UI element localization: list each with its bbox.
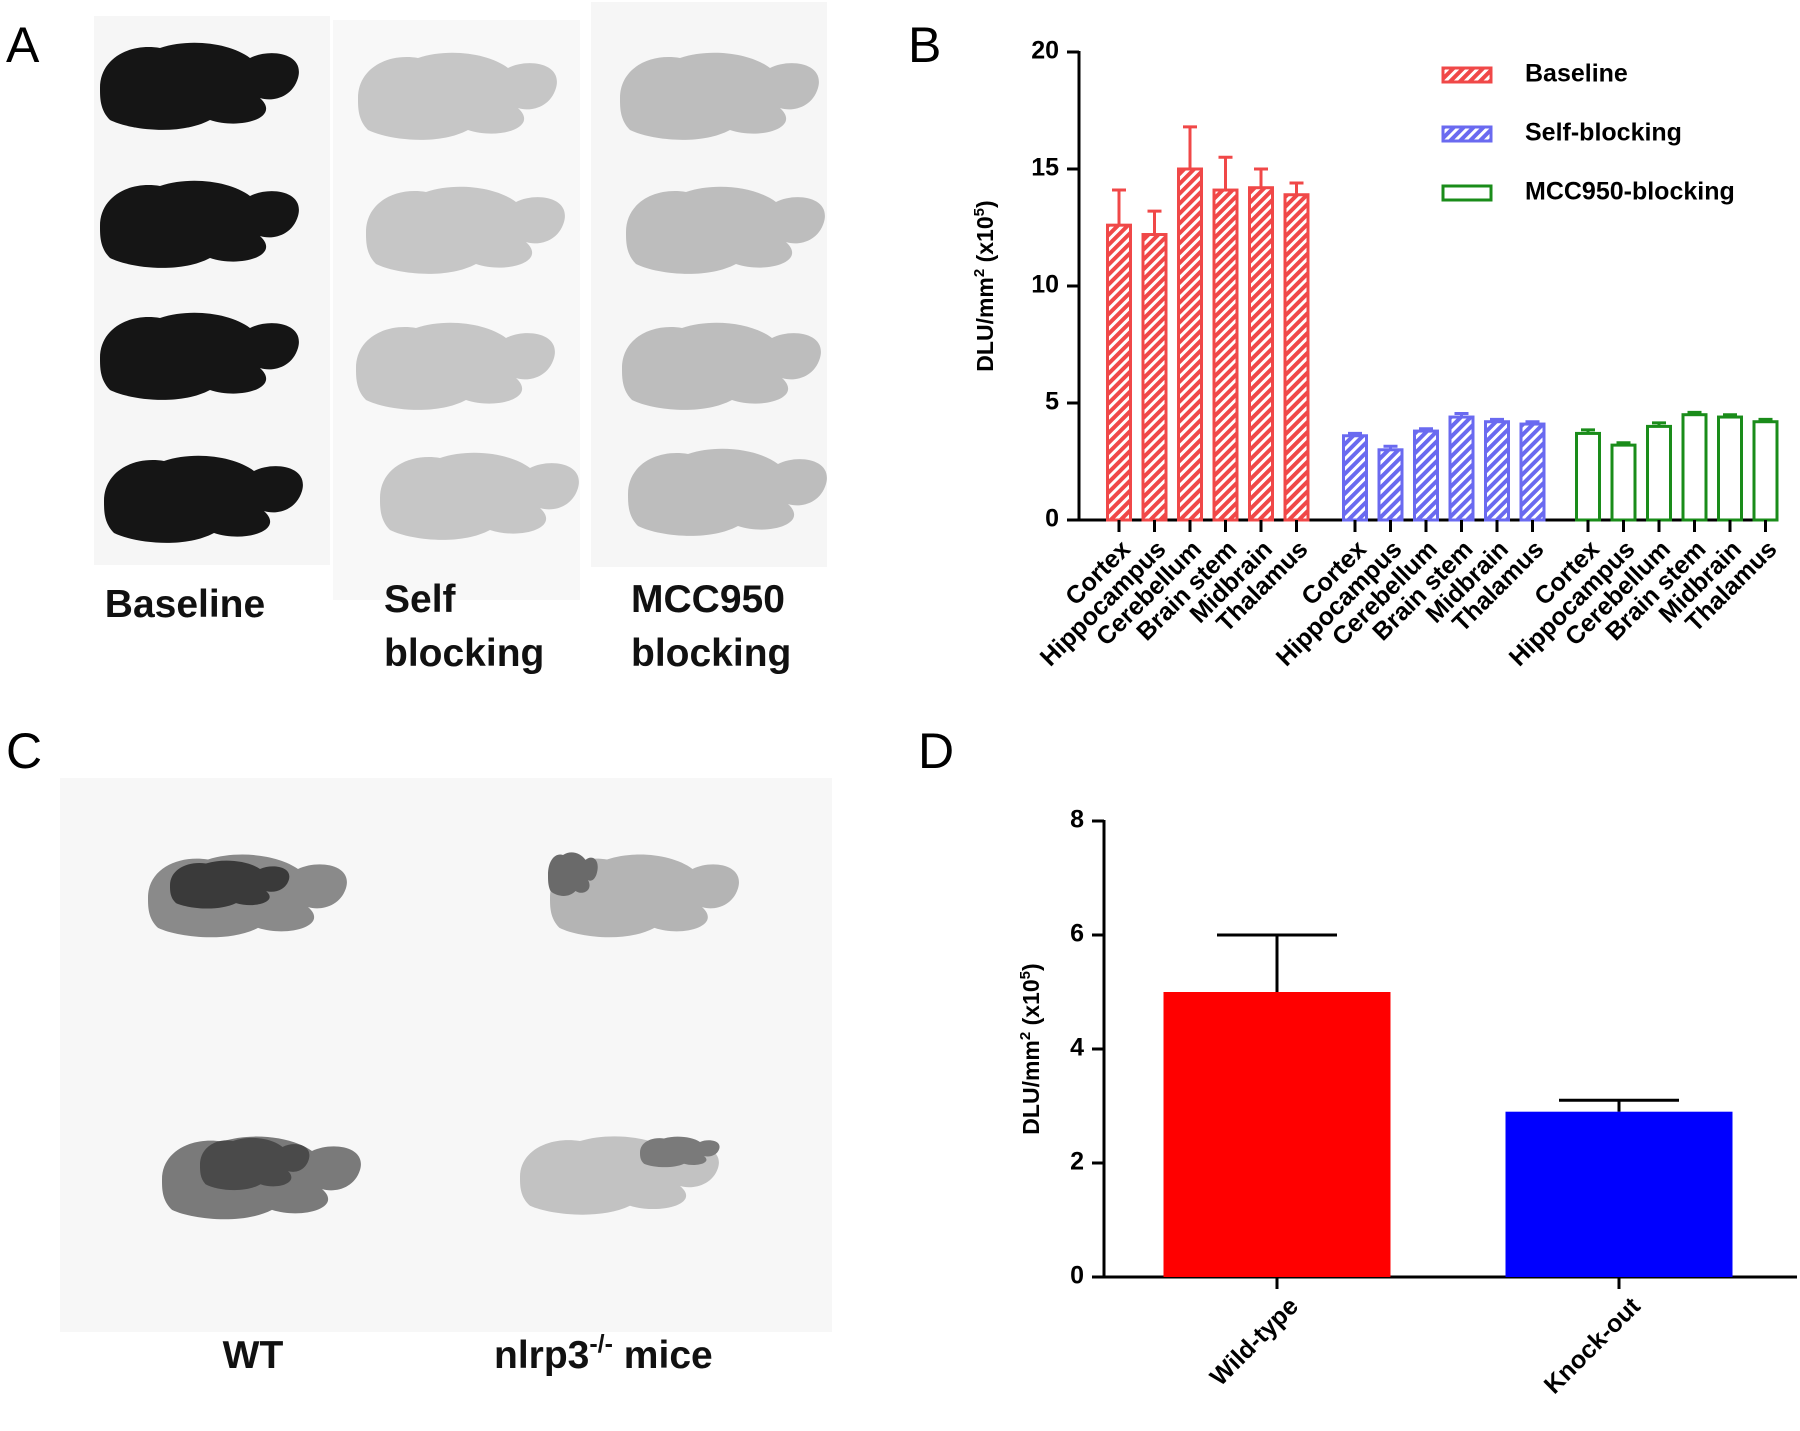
bar: [1681, 413, 1708, 522]
y-axis-label: DLU/mm2 (x105): [1017, 963, 1044, 1134]
error-bar: [1559, 1098, 1679, 1112]
panel-b: B: [908, 17, 941, 73]
y-tick-label: 2: [1070, 1148, 1084, 1176]
bar: [1212, 188, 1239, 522]
error-bar: [1217, 933, 1337, 992]
bar: [1752, 420, 1779, 522]
bar: [1610, 443, 1637, 522]
y-tick-label: 0: [1070, 1262, 1084, 1290]
y-tick-label: 6: [1070, 920, 1084, 948]
y-label-superscript: 5: [971, 208, 988, 216]
error-bar: [1112, 188, 1126, 226]
panel-label: A: [6, 17, 40, 73]
bar: [1141, 233, 1168, 522]
panel-label: C: [6, 723, 42, 779]
legend-swatch: [1441, 125, 1493, 143]
y-label-superscript: 5: [1017, 971, 1034, 979]
y-axis-label: DLU/mm2 (x105): [971, 200, 998, 371]
caption: Baseline: [105, 583, 265, 626]
legend-swatch: [1441, 184, 1493, 202]
y-tick-label: 20: [1031, 37, 1059, 65]
error-bar: [1254, 167, 1268, 188]
y-label-part: DLU/mm: [972, 277, 998, 372]
y-tick-label: 15: [1031, 154, 1059, 182]
legend-label: Self-blocking: [1525, 119, 1682, 147]
error-bar: [1183, 125, 1197, 169]
bar: [1248, 186, 1274, 522]
bar: [1177, 167, 1203, 522]
y-label-part: ): [972, 200, 998, 208]
caption-part: nlrp3: [494, 1334, 589, 1377]
y-tick-label: 4: [1070, 1034, 1084, 1062]
bar: [1519, 422, 1546, 522]
panel-label: B: [908, 17, 941, 73]
caption: MCC950: [631, 578, 785, 621]
panel-a: A Baseline Self blocking MCC950 blocking: [6, 2, 827, 675]
error-bar: [1289, 181, 1304, 195]
bar: [1413, 429, 1439, 522]
x-tick-label: Knock-out: [1539, 1292, 1647, 1400]
panel-d: D: [918, 723, 954, 779]
caption: blocking: [631, 632, 791, 675]
y-label-part: (x10: [1018, 979, 1044, 1031]
y-label-part: DLU/mm: [1018, 1040, 1044, 1135]
caption-part: mice: [613, 1334, 713, 1377]
y-label-superscript: 2: [971, 269, 988, 277]
caption: WT: [223, 1334, 284, 1377]
legend-label: MCC950-blocking: [1525, 178, 1735, 206]
panel-c: C WT nlrp3-/- mice: [6, 723, 832, 1377]
error-bar: [1147, 209, 1162, 235]
bar: [1377, 448, 1404, 522]
error-bar: [1218, 155, 1233, 191]
bar: [1505, 1111, 1733, 1277]
y-tick-label: 5: [1045, 388, 1059, 416]
blot-image: [60, 778, 832, 1332]
bar: [1717, 415, 1743, 522]
bar: [1106, 223, 1132, 522]
legend-swatch: [1441, 66, 1493, 84]
y-label-superscript: 2: [1017, 1032, 1034, 1040]
bar: [1342, 434, 1368, 522]
x-tick-label: Wild-type: [1205, 1292, 1304, 1391]
y-tick-label: 0: [1045, 505, 1059, 533]
panel-label: D: [918, 723, 954, 779]
bar: [1163, 992, 1391, 1277]
caption: Self: [384, 578, 457, 621]
bar: [1484, 420, 1510, 522]
bar: [1575, 431, 1601, 522]
caption: blocking: [384, 632, 544, 675]
y-label-part: (x10: [972, 216, 998, 268]
bar: [1448, 415, 1475, 522]
bar: [1646, 424, 1672, 522]
caption-superscript: -/-: [589, 1330, 613, 1358]
caption: nlrp3-/- mice: [494, 1330, 713, 1377]
y-label-part: ): [1018, 963, 1044, 971]
y-tick-label: 8: [1070, 806, 1084, 834]
bar: [1283, 193, 1310, 522]
y-tick-label: 10: [1031, 271, 1059, 299]
legend-label: Baseline: [1525, 60, 1628, 88]
